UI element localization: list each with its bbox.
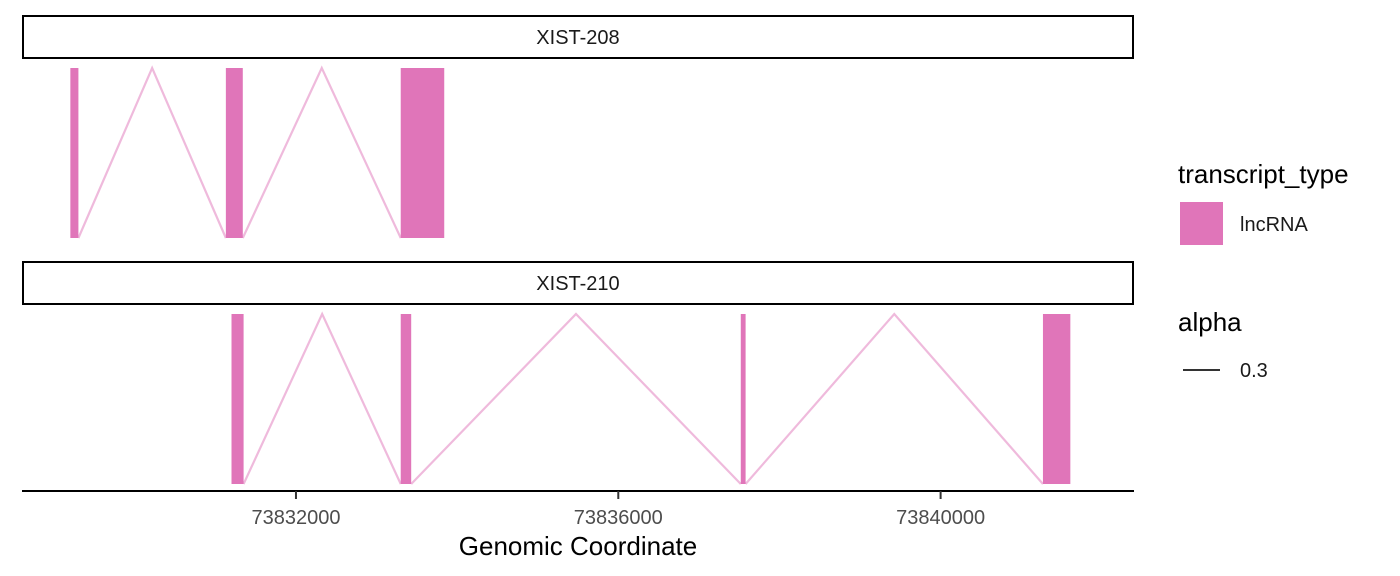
intron-line — [410, 312, 742, 485]
legend-key-lncrna — [1180, 202, 1223, 245]
x-axis: 73832000 73836000 73840000 Genomic Coordin… — [22, 490, 1134, 561]
x-tick-label: 73836000 — [574, 507, 663, 529]
legend-title-transcript-type: transcript_type — [1178, 159, 1349, 189]
facet-strip — [22, 261, 1134, 305]
facet-strip-label: XIST-210 — [536, 273, 619, 295]
x-axis-title: Genomic Coordinate — [459, 531, 697, 561]
intron-line — [242, 311, 402, 485]
legend-title-alpha: alpha — [1178, 307, 1242, 337]
exon-bar — [70, 68, 79, 238]
legend-label-lncrna: lncRNA — [1240, 214, 1308, 236]
legend-label-alpha: 0.3 — [1240, 360, 1268, 382]
facet-panel-xist-208: XIST-208 — [22, 15, 1134, 239]
intron-line — [744, 312, 1044, 485]
x-axis-ticks: 73832000 73836000 73840000 — [251, 491, 985, 529]
facet-strip — [22, 15, 1134, 59]
exon-bar — [231, 314, 244, 484]
facet-panels: XIST-208 XIST-210 — [22, 15, 1134, 485]
exon-bar — [740, 314, 746, 484]
x-tick-label: 73840000 — [896, 507, 985, 529]
x-tick-label: 73832000 — [251, 507, 340, 529]
legend: transcript_type lncRNA alpha 0.3 — [1178, 159, 1349, 382]
exon-bar — [400, 68, 445, 238]
exon-bar — [225, 68, 243, 238]
intron-line — [77, 65, 227, 239]
intron-line — [241, 65, 402, 239]
exon-bar — [400, 314, 412, 484]
facet-strip-label: XIST-208 — [536, 27, 619, 49]
exon-bar — [1042, 314, 1071, 484]
facet-panel-xist-210: XIST-210 — [22, 261, 1134, 485]
